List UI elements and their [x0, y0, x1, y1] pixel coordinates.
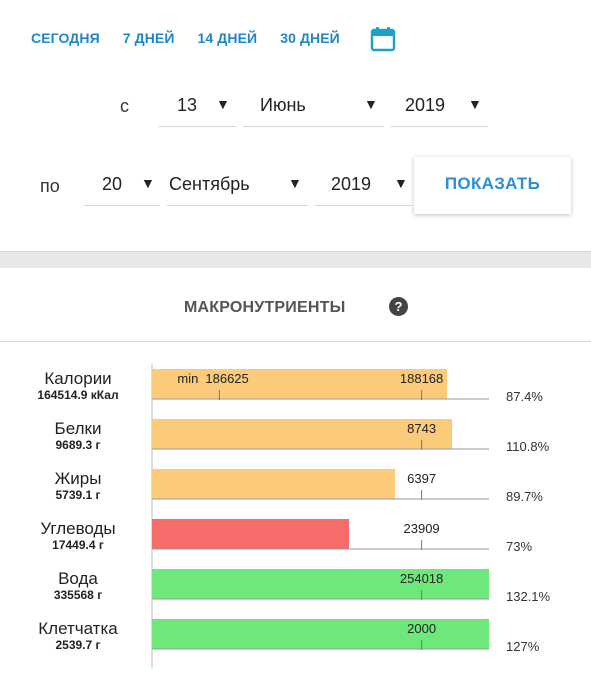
marker-label: min: [177, 371, 198, 386]
range-30-days-link[interactable]: 30 ДНЕЙ: [280, 30, 340, 46]
nutrient-bar: [152, 369, 447, 399]
to-year-value: 2019: [331, 174, 372, 194]
nutrient-name: Углеводы: [40, 519, 115, 538]
from-year-value: 2019: [405, 95, 446, 115]
nutrient-name: Калории: [44, 369, 111, 388]
marker-label: 8743: [407, 421, 436, 436]
from-year-select[interactable]: 2019 ▼: [391, 87, 488, 127]
from-month-select[interactable]: Июнь ▼: [243, 87, 384, 127]
nutrient-amount: 9689.3 г: [55, 438, 100, 452]
chevron-down-icon: ▼: [468, 96, 482, 112]
chevron-down-icon: ▼: [394, 175, 408, 191]
chevron-down-icon: ▼: [141, 175, 155, 191]
marker-label: 186625: [205, 371, 248, 386]
range-14-days-link[interactable]: 14 ДНЕЙ: [197, 30, 258, 46]
nutrient-name: Белки: [55, 419, 102, 438]
nutrient-amount: 2539.7 г: [55, 638, 100, 652]
date-range-card: СЕГОДНЯ 7 ДНЕЙ 14 ДНЕЙ 30 ДНЕЙ с 13 ▼ Ию…: [0, 0, 591, 252]
to-month-value: Сентябрь: [169, 174, 250, 194]
nutrient-percent: 87.4%: [506, 389, 543, 404]
nutrient-bar: [152, 569, 489, 599]
help-icon[interactable]: ?: [389, 297, 408, 316]
chevron-down-icon: ▼: [364, 96, 378, 112]
from-day-select[interactable]: 13 ▼: [159, 87, 236, 127]
marker-label: 6397: [407, 471, 436, 486]
nutrient-bar: [152, 469, 395, 499]
to-month-select[interactable]: Сентябрь ▼: [167, 166, 308, 206]
to-label: по: [40, 176, 60, 196]
marker-label: 188168: [400, 371, 443, 386]
nutrient-amount: 335568 г: [54, 588, 102, 602]
chevron-down-icon: ▼: [216, 96, 230, 112]
nutrient-percent: 89.7%: [506, 489, 543, 504]
range-7-days-link[interactable]: 7 ДНЕЙ: [122, 30, 175, 46]
marker-label: 254018: [400, 571, 443, 586]
nutrient-amount: 164514.9 кКал: [37, 388, 118, 402]
quick-range-links: СЕГОДНЯ 7 ДНЕЙ 14 ДНЕЙ 30 ДНЕЙ: [31, 30, 363, 46]
range-today-link[interactable]: СЕГОДНЯ: [31, 30, 100, 46]
nutrient-name: Клетчатка: [38, 619, 118, 638]
marker-label: 23909: [404, 521, 440, 536]
nutrient-amount: 17449.4 г: [52, 538, 104, 552]
to-year-select[interactable]: 2019 ▼: [315, 166, 412, 206]
from-day-value: 13: [177, 95, 198, 115]
show-button[interactable]: ПОКАЗАТЬ: [414, 157, 571, 214]
calendar-icon[interactable]: [370, 26, 396, 52]
nutrient-percent: 110.8%: [506, 439, 550, 454]
nutrient-bar: [152, 619, 489, 649]
from-month-value: Июнь: [260, 95, 306, 115]
macronutrients-card: МАКРОНУТРИЕНТЫ ? Калории 164514.9 кКал min…: [0, 268, 591, 680]
to-day-value: 20: [102, 174, 123, 194]
macronutrients-title: МАКРОНУТРИЕНТЫ: [184, 299, 346, 316]
from-label: с: [120, 96, 129, 116]
nutrient-amount: 5739.1 г: [55, 488, 100, 502]
nutrient-bar: [152, 519, 349, 549]
nutrient-percent: 73%: [506, 539, 532, 554]
to-day-select[interactable]: 20 ▼: [84, 166, 160, 206]
nutrient-name: Жиры: [55, 469, 102, 488]
marker-label: 2000: [407, 621, 436, 636]
nutrient-name: Вода: [58, 569, 98, 588]
macronutrients-header: МАКРОНУТРИЕНТЫ ?: [0, 268, 591, 342]
nutrient-bar: [152, 419, 452, 449]
nutrient-percent: 132.1%: [506, 589, 551, 604]
nutrient-percent: 127%: [506, 639, 540, 654]
chevron-down-icon: ▼: [288, 175, 302, 191]
